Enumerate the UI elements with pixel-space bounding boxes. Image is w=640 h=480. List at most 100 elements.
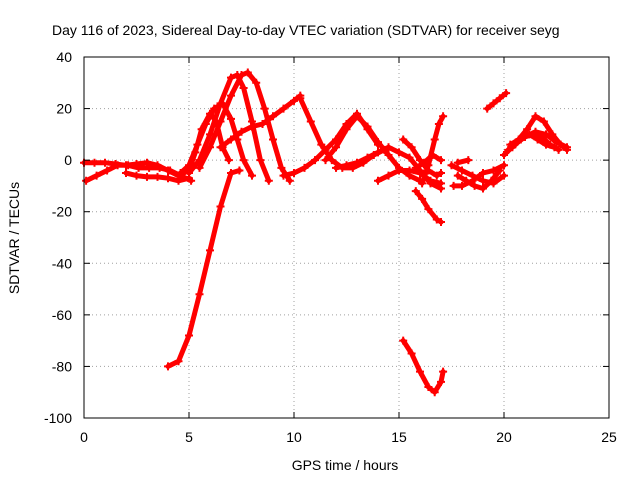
data-point	[134, 163, 143, 172]
data-point	[399, 336, 408, 345]
grid	[84, 57, 609, 418]
data-point	[353, 112, 361, 121]
data-point	[258, 120, 267, 129]
y-tick-label: 0	[64, 152, 72, 168]
data-point	[424, 161, 433, 170]
data-point	[224, 156, 233, 165]
data-point	[269, 112, 277, 121]
series-track-10	[279, 109, 382, 180]
series-line	[484, 90, 509, 112]
data-point	[464, 156, 473, 165]
data-point	[285, 176, 294, 185]
data-point	[430, 135, 439, 144]
data-point	[153, 172, 162, 181]
y-tick-label: -100	[44, 410, 72, 426]
data-point	[193, 140, 202, 149]
data-point	[296, 94, 305, 103]
data-point	[82, 176, 91, 185]
data-point	[185, 169, 193, 178]
series-track-23	[453, 156, 473, 167]
data-point	[164, 174, 172, 183]
data-point	[206, 143, 214, 152]
series-track-9	[164, 166, 244, 371]
data-point	[227, 91, 235, 100]
series-track-14	[374, 166, 445, 188]
data-point	[483, 104, 492, 113]
chart-title: Day 116 of 2023, Sidereal Day-to-day VTE…	[52, 22, 560, 38]
plot-frame	[83, 56, 610, 419]
data-point	[479, 169, 487, 178]
series-track-18	[411, 187, 445, 227]
data-point	[374, 138, 382, 147]
data-point	[516, 135, 525, 144]
data-point	[531, 112, 540, 121]
data-point	[332, 163, 340, 172]
data-point	[533, 135, 542, 144]
data-point	[227, 73, 235, 82]
data-point	[462, 176, 471, 185]
data-point	[411, 187, 420, 196]
data-point	[489, 99, 498, 108]
data-point	[227, 114, 235, 123]
data-point	[439, 367, 448, 376]
data-point	[495, 94, 504, 103]
data-point	[470, 181, 479, 190]
data-point	[92, 171, 101, 180]
data-point	[227, 135, 235, 144]
data-point	[103, 166, 112, 175]
data-point	[206, 246, 214, 255]
data-point	[552, 138, 561, 147]
data-point	[216, 99, 225, 108]
data-point	[311, 156, 319, 165]
data-point	[227, 169, 235, 178]
data-point	[237, 127, 246, 136]
data-point	[166, 166, 175, 175]
series-track-19	[399, 336, 448, 397]
data-point	[542, 140, 550, 149]
data-point	[563, 143, 571, 152]
x-tick-label: 25	[601, 429, 617, 445]
data-point	[279, 171, 288, 180]
data-point	[195, 163, 204, 172]
data-point	[495, 166, 504, 175]
data-point	[363, 153, 372, 162]
data-point	[437, 169, 445, 178]
data-point	[416, 367, 424, 376]
data-point	[399, 135, 408, 144]
data-point	[290, 96, 298, 105]
data-point	[216, 117, 225, 126]
data-point	[407, 143, 416, 152]
data-point	[384, 150, 393, 159]
data-point	[306, 117, 315, 126]
data-point	[342, 161, 351, 170]
data-point	[447, 161, 456, 170]
data-point	[300, 163, 309, 172]
data-point	[458, 166, 466, 175]
data-point	[201, 120, 210, 129]
x-axis-label: GPS time / hours	[292, 457, 399, 473]
y-tick-label: -40	[52, 255, 72, 271]
data-point	[405, 153, 414, 162]
data-point	[500, 150, 508, 159]
series-track-21	[453, 166, 504, 193]
data-point	[145, 163, 154, 172]
data-point	[216, 202, 225, 211]
data-point	[321, 156, 330, 165]
data-point	[523, 125, 532, 134]
data-point	[279, 104, 288, 113]
data-point	[539, 117, 548, 126]
data-point	[468, 171, 477, 180]
data-point	[550, 143, 559, 152]
series-track-6	[185, 71, 273, 185]
x-tick-label: 20	[496, 429, 512, 445]
data-point	[453, 158, 462, 167]
data-point	[500, 161, 508, 170]
data-point	[237, 71, 246, 80]
data-point	[260, 104, 269, 113]
series-track-8	[216, 91, 305, 152]
data-point	[479, 176, 487, 185]
data-point	[453, 171, 462, 180]
data-point	[252, 78, 261, 87]
data-point	[374, 148, 382, 157]
data-point	[243, 68, 252, 77]
